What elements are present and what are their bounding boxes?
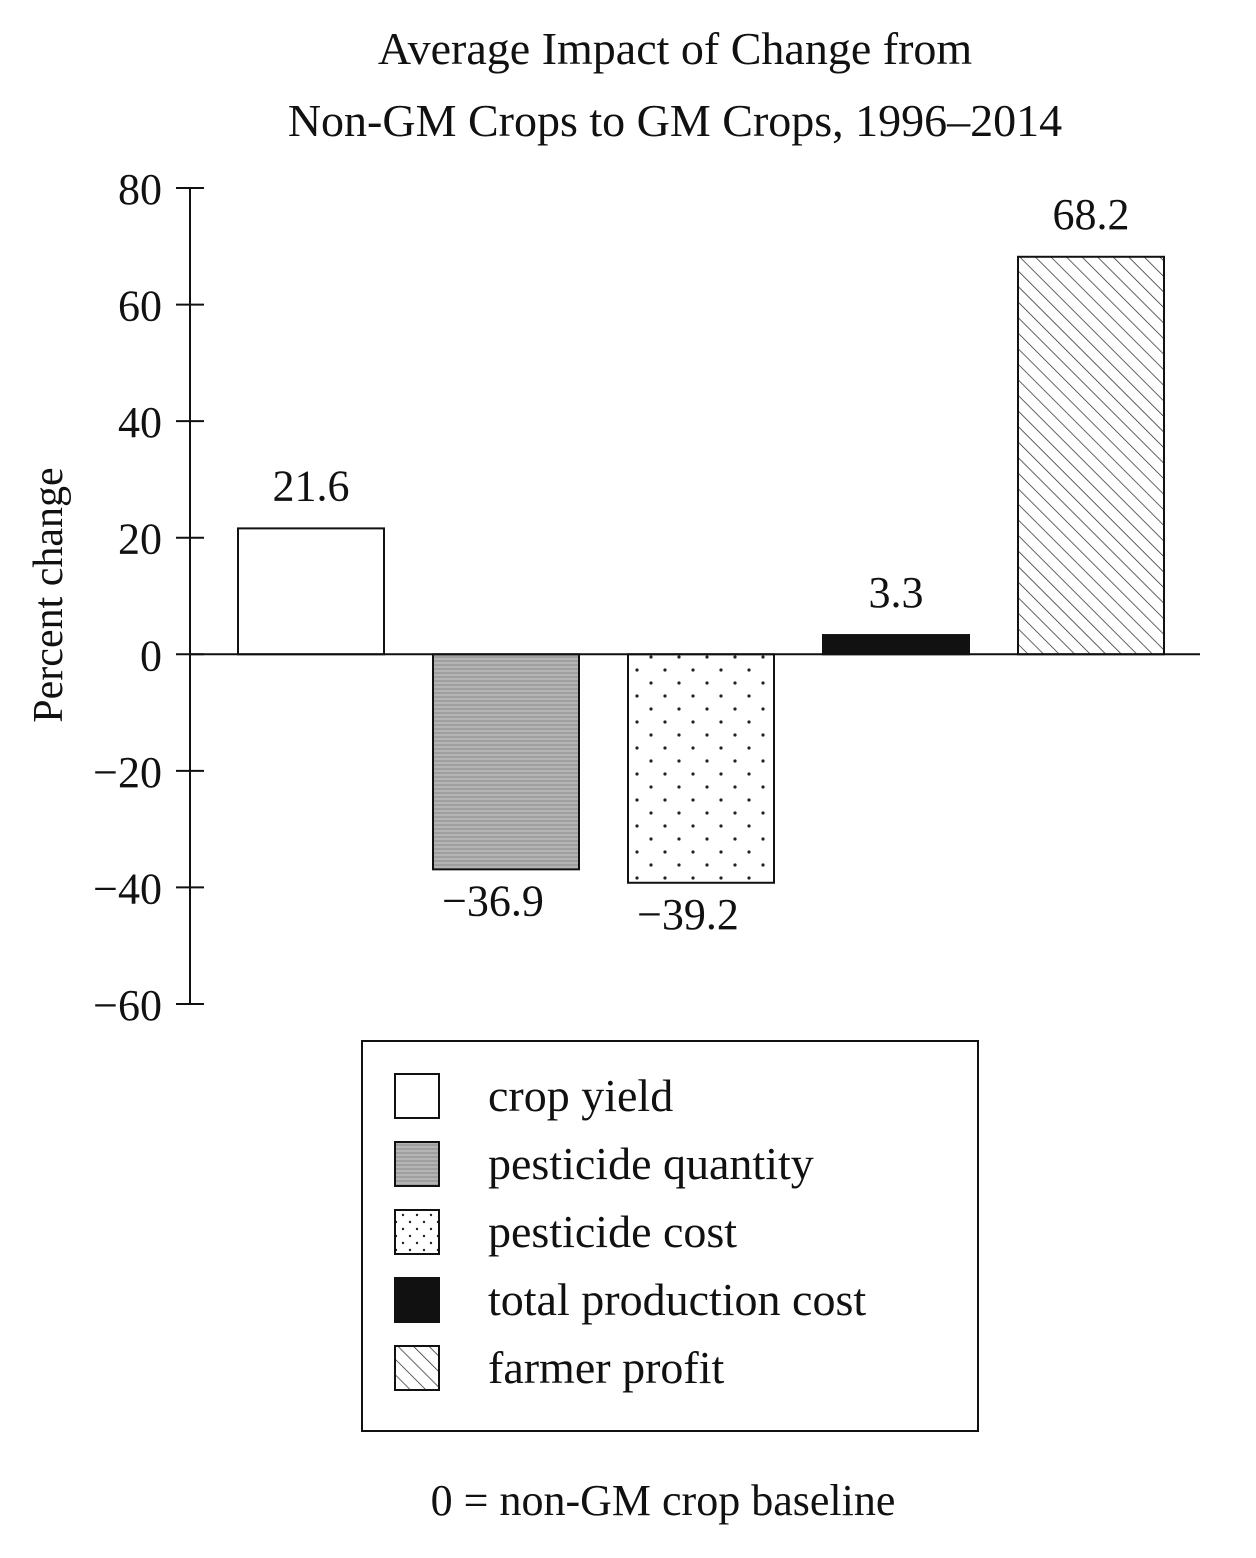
- legend-swatch-farmer-profit: [394, 1345, 440, 1391]
- chart-title-line-1: Average Impact of Change from: [378, 23, 973, 74]
- y-axis-label: Percent change: [26, 467, 72, 722]
- bar-pesticide-cost: [627, 653, 775, 884]
- legend-swatch-pesticide-cost: [394, 1209, 440, 1255]
- legend-label: pesticide quantity: [488, 1138, 814, 1189]
- legend-swatch-crop-yield: [394, 1073, 440, 1119]
- bars-group: [237, 255, 1165, 884]
- bar-value-label: −36.9: [442, 876, 544, 925]
- legend-label: farmer profit: [488, 1342, 724, 1393]
- bar-value-label: 21.6: [273, 461, 350, 510]
- bar-total-production-cost: [822, 634, 970, 656]
- bar-value-label: −39.2: [637, 890, 739, 939]
- bar-farmer-profit: [1017, 255, 1165, 656]
- y-tick-label: 20: [118, 515, 162, 564]
- bar-value-label: 3.3: [869, 568, 924, 617]
- legend-box: [361, 1040, 979, 1432]
- legend-label: pesticide cost: [488, 1206, 737, 1257]
- y-tick-label: −60: [93, 981, 162, 1030]
- y-tick-label: 60: [118, 282, 162, 331]
- bar-value-label: 68.2: [1053, 190, 1130, 239]
- legend-swatch-total-production-cost: [394, 1277, 440, 1323]
- y-axis-ticks: 80 60 40 20 0 −20 −40 −60: [93, 165, 204, 1030]
- y-tick-label: 40: [118, 398, 162, 447]
- y-tick-label: 80: [118, 165, 162, 214]
- legend-label: crop yield: [488, 1070, 673, 1121]
- y-tick-label: 0: [140, 631, 162, 680]
- legend-label: total production cost: [488, 1274, 866, 1325]
- bar-crop-yield: [237, 527, 385, 656]
- chart-title-line-2: Non-GM Crops to GM Crops, 1996–2014: [288, 95, 1062, 146]
- value-labels: 21.6 −36.9 −39.2 3.3 68.2: [273, 190, 1130, 939]
- y-tick-label: −40: [93, 864, 162, 913]
- baseline-note: 0 = non-GM crop baseline: [431, 1476, 896, 1525]
- y-tick-label: −20: [93, 748, 162, 797]
- legend-swatch-pesticide-quantity: [394, 1141, 440, 1187]
- legend: crop yield pesticide quantity pesticide co…: [394, 1070, 866, 1393]
- bar-pesticide-quantity: [432, 653, 580, 871]
